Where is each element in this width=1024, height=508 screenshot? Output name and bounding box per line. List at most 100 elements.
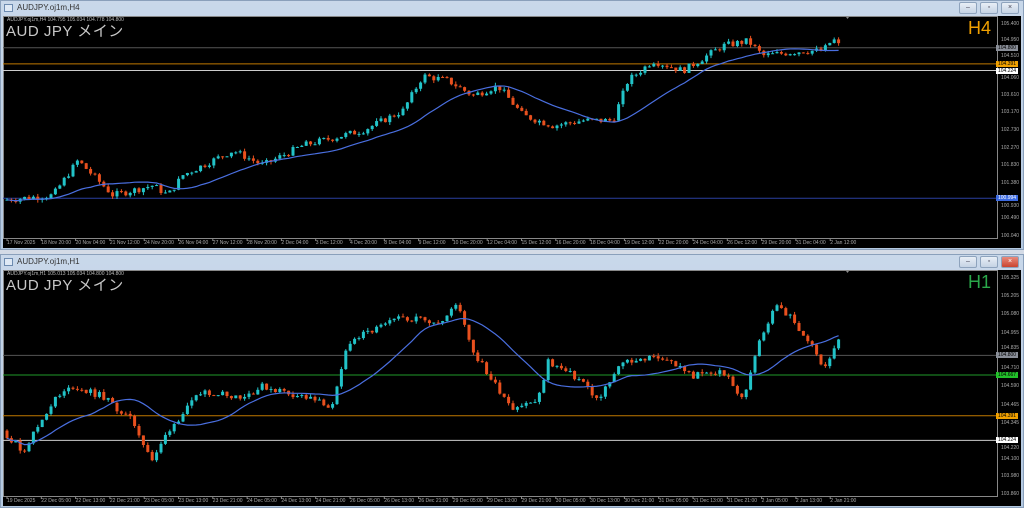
time-axis-label: 23 Dec 13:00 — [178, 498, 209, 504]
close-button[interactable]: × — [1001, 256, 1019, 268]
h1-title-bar[interactable]: AUDJPY.oj1m,H1 – ▫ × — [1, 255, 1023, 269]
timeframe-label: H4 — [967, 18, 991, 38]
candle-body — [45, 413, 49, 420]
candle-body — [40, 419, 44, 428]
candle-body — [555, 365, 559, 367]
h1-chart[interactable]: AUDJPY.oj1m,H1 105.013 105.034 104.800 1… — [3, 270, 1021, 506]
time-axis-label: 28 Nov 20:00 — [247, 240, 277, 246]
candle-body — [27, 443, 31, 452]
candle-body — [810, 50, 814, 54]
candle-body — [832, 348, 836, 359]
candle-body — [801, 330, 805, 336]
price-chart-svg[interactable] — [3, 270, 1023, 506]
candle-body — [344, 350, 348, 370]
price-axis-label: 101.830 — [1001, 162, 1020, 169]
candle-body — [370, 125, 374, 130]
candle-body — [784, 308, 788, 316]
candle-body — [357, 338, 361, 340]
candle-body — [309, 141, 313, 145]
candle-body — [119, 191, 123, 193]
time-axis-label: 8 Dec 04:00 — [384, 240, 412, 246]
candle-body — [295, 395, 299, 398]
candle-body — [573, 122, 577, 124]
price-axis-label: 104.220 — [1001, 444, 1020, 451]
chart-shift-marker-icon[interactable] — [846, 271, 849, 273]
candle-body — [537, 392, 541, 402]
time-axis-label: 31 Dec 13:00 — [693, 498, 723, 504]
candle-body — [115, 191, 119, 197]
candle-body — [520, 405, 524, 408]
candle-body — [683, 67, 687, 73]
candle-body — [194, 395, 198, 401]
ohlc-info: AUDJPY.oj1m,H4 104.795 105.034 104.778 1… — [7, 17, 124, 23]
candle-body — [700, 372, 704, 374]
candle-body — [595, 395, 599, 398]
candle-body — [652, 63, 656, 67]
time-axis-label: 22 Dec 05:00 — [41, 498, 72, 504]
h4-title-bar[interactable]: AUDJPY.oj1m,H4 – ▫ × — [1, 1, 1023, 15]
candle-body — [449, 308, 453, 316]
candle-body — [625, 83, 629, 91]
candle-body — [388, 320, 392, 324]
timeframe-label: H1 — [967, 272, 991, 292]
h1-window: AUDJPY.oj1m,H1 – ▫ × AUDJPY.oj1m,H1 105.01… — [0, 254, 1024, 508]
candle-body — [669, 67, 673, 69]
chart-window-icon — [4, 4, 13, 12]
candle-body — [177, 421, 181, 425]
candle-body — [106, 398, 110, 400]
time-axis-label: 21 Nov 12:00 — [109, 240, 140, 246]
price-level-label: 104.800 — [996, 352, 1019, 359]
candle-body — [524, 402, 528, 406]
candle-body — [687, 371, 691, 373]
restore-button[interactable]: ▫ — [980, 2, 998, 14]
candle-body — [797, 322, 801, 331]
candle-body — [427, 320, 431, 324]
candle-body — [397, 115, 401, 117]
candle-body — [388, 115, 392, 123]
candle-body — [317, 138, 321, 145]
candle-body — [181, 175, 185, 179]
candle-body — [480, 361, 484, 363]
candle-body — [128, 192, 132, 196]
candle-body — [348, 130, 352, 134]
candle-body — [502, 89, 506, 91]
candle-body — [590, 386, 594, 396]
time-axis-label: 10 Dec 20:00 — [452, 240, 483, 246]
candle-body — [757, 340, 761, 357]
price-chart-svg[interactable] — [3, 16, 1023, 248]
price-axis-label: 103.980 — [1001, 473, 1020, 480]
price-level-label: 104.224 — [996, 437, 1019, 444]
candle-body — [256, 160, 260, 164]
candle-body — [555, 125, 559, 129]
candle-body — [375, 326, 379, 333]
candle-body — [823, 364, 827, 367]
candle-body — [661, 65, 665, 67]
candle-body — [564, 368, 568, 371]
time-axis-label: 15 Dec 12:00 — [521, 240, 552, 246]
price-axis-label: 103.610 — [1001, 91, 1020, 98]
minimize-button[interactable]: – — [959, 2, 977, 14]
candle-body — [727, 41, 731, 44]
candle-body — [93, 173, 97, 175]
h4-chart[interactable]: AUDJPY.oj1m,H4 104.795 105.034 104.778 1… — [3, 16, 1021, 248]
candle-body — [471, 94, 475, 96]
close-button[interactable]: × — [1001, 2, 1019, 14]
restore-button[interactable]: ▫ — [980, 256, 998, 268]
candle-body — [691, 63, 695, 67]
time-axis-label: 31 Dec 04:00 — [795, 240, 826, 246]
candle-body — [603, 118, 607, 122]
candle-body — [84, 389, 88, 393]
candle-body — [454, 304, 458, 309]
candle-body — [529, 402, 533, 404]
candle-body — [67, 387, 71, 392]
candle-body — [432, 76, 436, 81]
candle-body — [546, 125, 550, 127]
candle-body — [18, 440, 22, 451]
price-axis-label: 102.730 — [1001, 126, 1020, 133]
chart-shift-marker-icon[interactable] — [846, 17, 849, 19]
minimize-button[interactable]: – — [959, 256, 977, 268]
candle-body — [806, 53, 810, 55]
candle-body — [295, 146, 299, 148]
candle-body — [559, 365, 563, 369]
price-axis-label: 105.400 — [1001, 21, 1020, 27]
